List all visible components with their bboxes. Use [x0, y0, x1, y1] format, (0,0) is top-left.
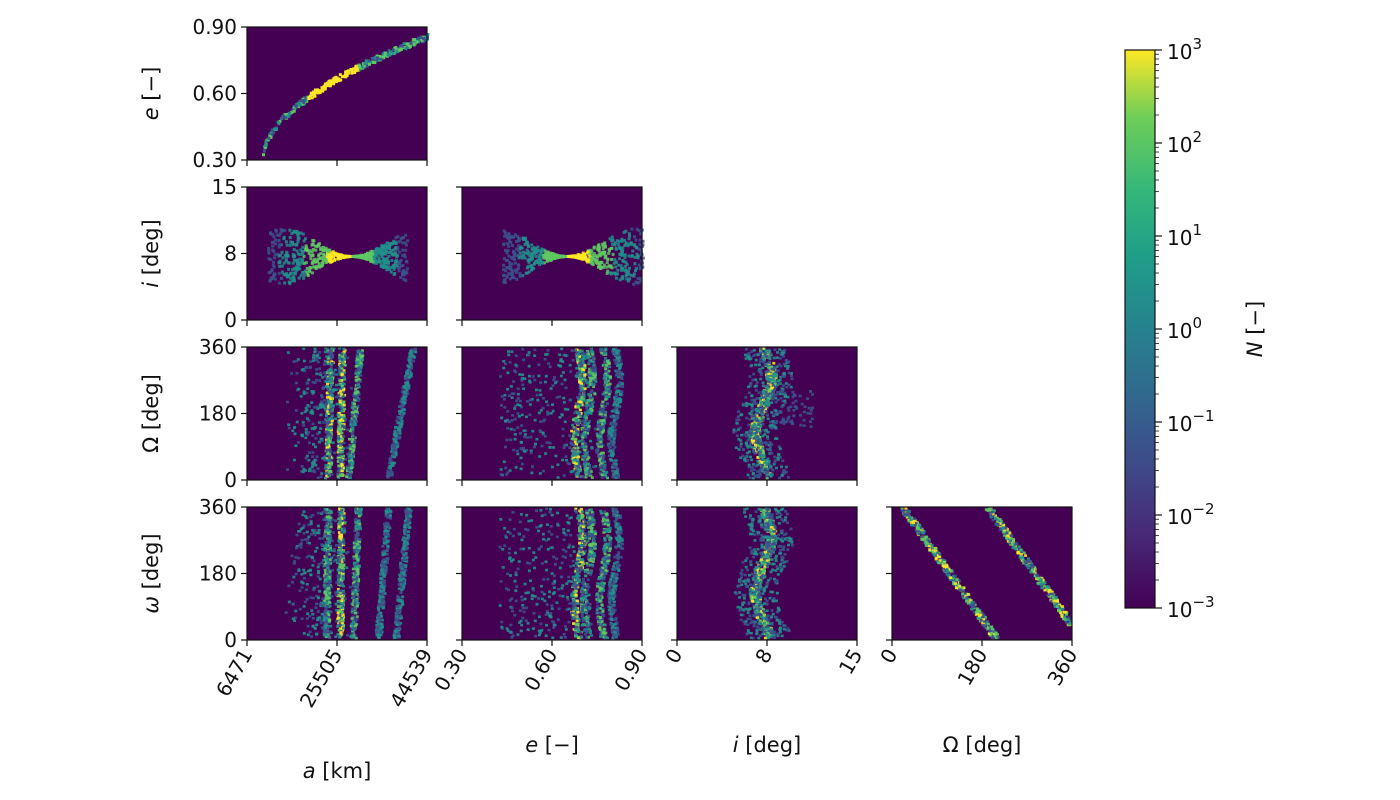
y-tick-label: 0 [224, 308, 237, 332]
colorbar-tick-label: 101 [1167, 221, 1202, 250]
x-tick-label: 0 [660, 645, 687, 668]
x-tick-label: 180 [952, 645, 992, 690]
panel-i-vs-a [246, 186, 428, 321]
y-axis-label-Omega: Ω [deg] [139, 374, 163, 453]
y-axis-label-e: e [−] [139, 67, 163, 121]
colorbar-tick-label: 10−2 [1167, 500, 1215, 529]
x-tick-label: 25505 [295, 645, 348, 712]
x-tick-label: 6471 [211, 645, 257, 701]
panel-e-vs-a [246, 26, 430, 161]
y-tick-label: 360 [199, 495, 237, 519]
colorbar [1124, 49, 1156, 609]
panel-omega-vs-a [246, 506, 428, 641]
panel-omega-vs-Omega [891, 506, 1073, 641]
y-tick-label: 8 [224, 242, 237, 266]
x-tick-label: 360 [1042, 645, 1082, 690]
x-tick-label: 8 [750, 645, 777, 668]
y-tick-label: 360 [199, 335, 237, 359]
x-tick-label: 0.60 [519, 645, 562, 696]
x-axis-label-e: e [−] [525, 733, 579, 757]
x-axis-label-a: a [km] [303, 759, 372, 783]
y-tick-label: 0 [224, 628, 237, 652]
colorbar-tick-label: 10−3 [1167, 593, 1215, 622]
y-tick-label: 0 [224, 468, 237, 492]
panel-i-vs-e [461, 186, 645, 321]
colorbar-tick-label: 10−1 [1167, 407, 1215, 436]
y-axis-label-i: i [deg] [139, 219, 163, 288]
y-tick-label: 0.60 [192, 82, 237, 106]
colorbar-tick-label: 102 [1167, 128, 1202, 157]
panel-Omega-vs-a [246, 346, 428, 481]
colorbar-label: N [−] [1243, 301, 1267, 357]
y-tick-label: 15 [212, 175, 237, 199]
y-tick-label: 180 [199, 402, 237, 426]
x-axis-label-Omega: Ω [deg] [943, 733, 1022, 757]
panel-Omega-vs-e [461, 346, 643, 481]
y-tick-label: 0.90 [192, 15, 237, 39]
y-tick-label: 0.30 [192, 148, 237, 172]
x-axis-label-i: i [deg] [733, 733, 802, 757]
y-axis-label-omega: ω [deg] [139, 533, 163, 613]
y-tick-label: 180 [199, 562, 237, 586]
x-tick-label: 0 [875, 645, 902, 668]
x-tick-label: 15 [834, 645, 868, 679]
panel-omega-vs-i [676, 506, 858, 641]
x-tick-label: 44539 [385, 645, 438, 712]
panel-omega-vs-e [461, 506, 643, 641]
colorbar-tick-label: 100 [1167, 314, 1202, 343]
colorbar-tick-label: 103 [1167, 35, 1202, 64]
x-tick-label: 0.90 [609, 645, 652, 696]
panel-Omega-vs-i [676, 346, 858, 481]
x-tick-label: 0.30 [429, 645, 472, 696]
